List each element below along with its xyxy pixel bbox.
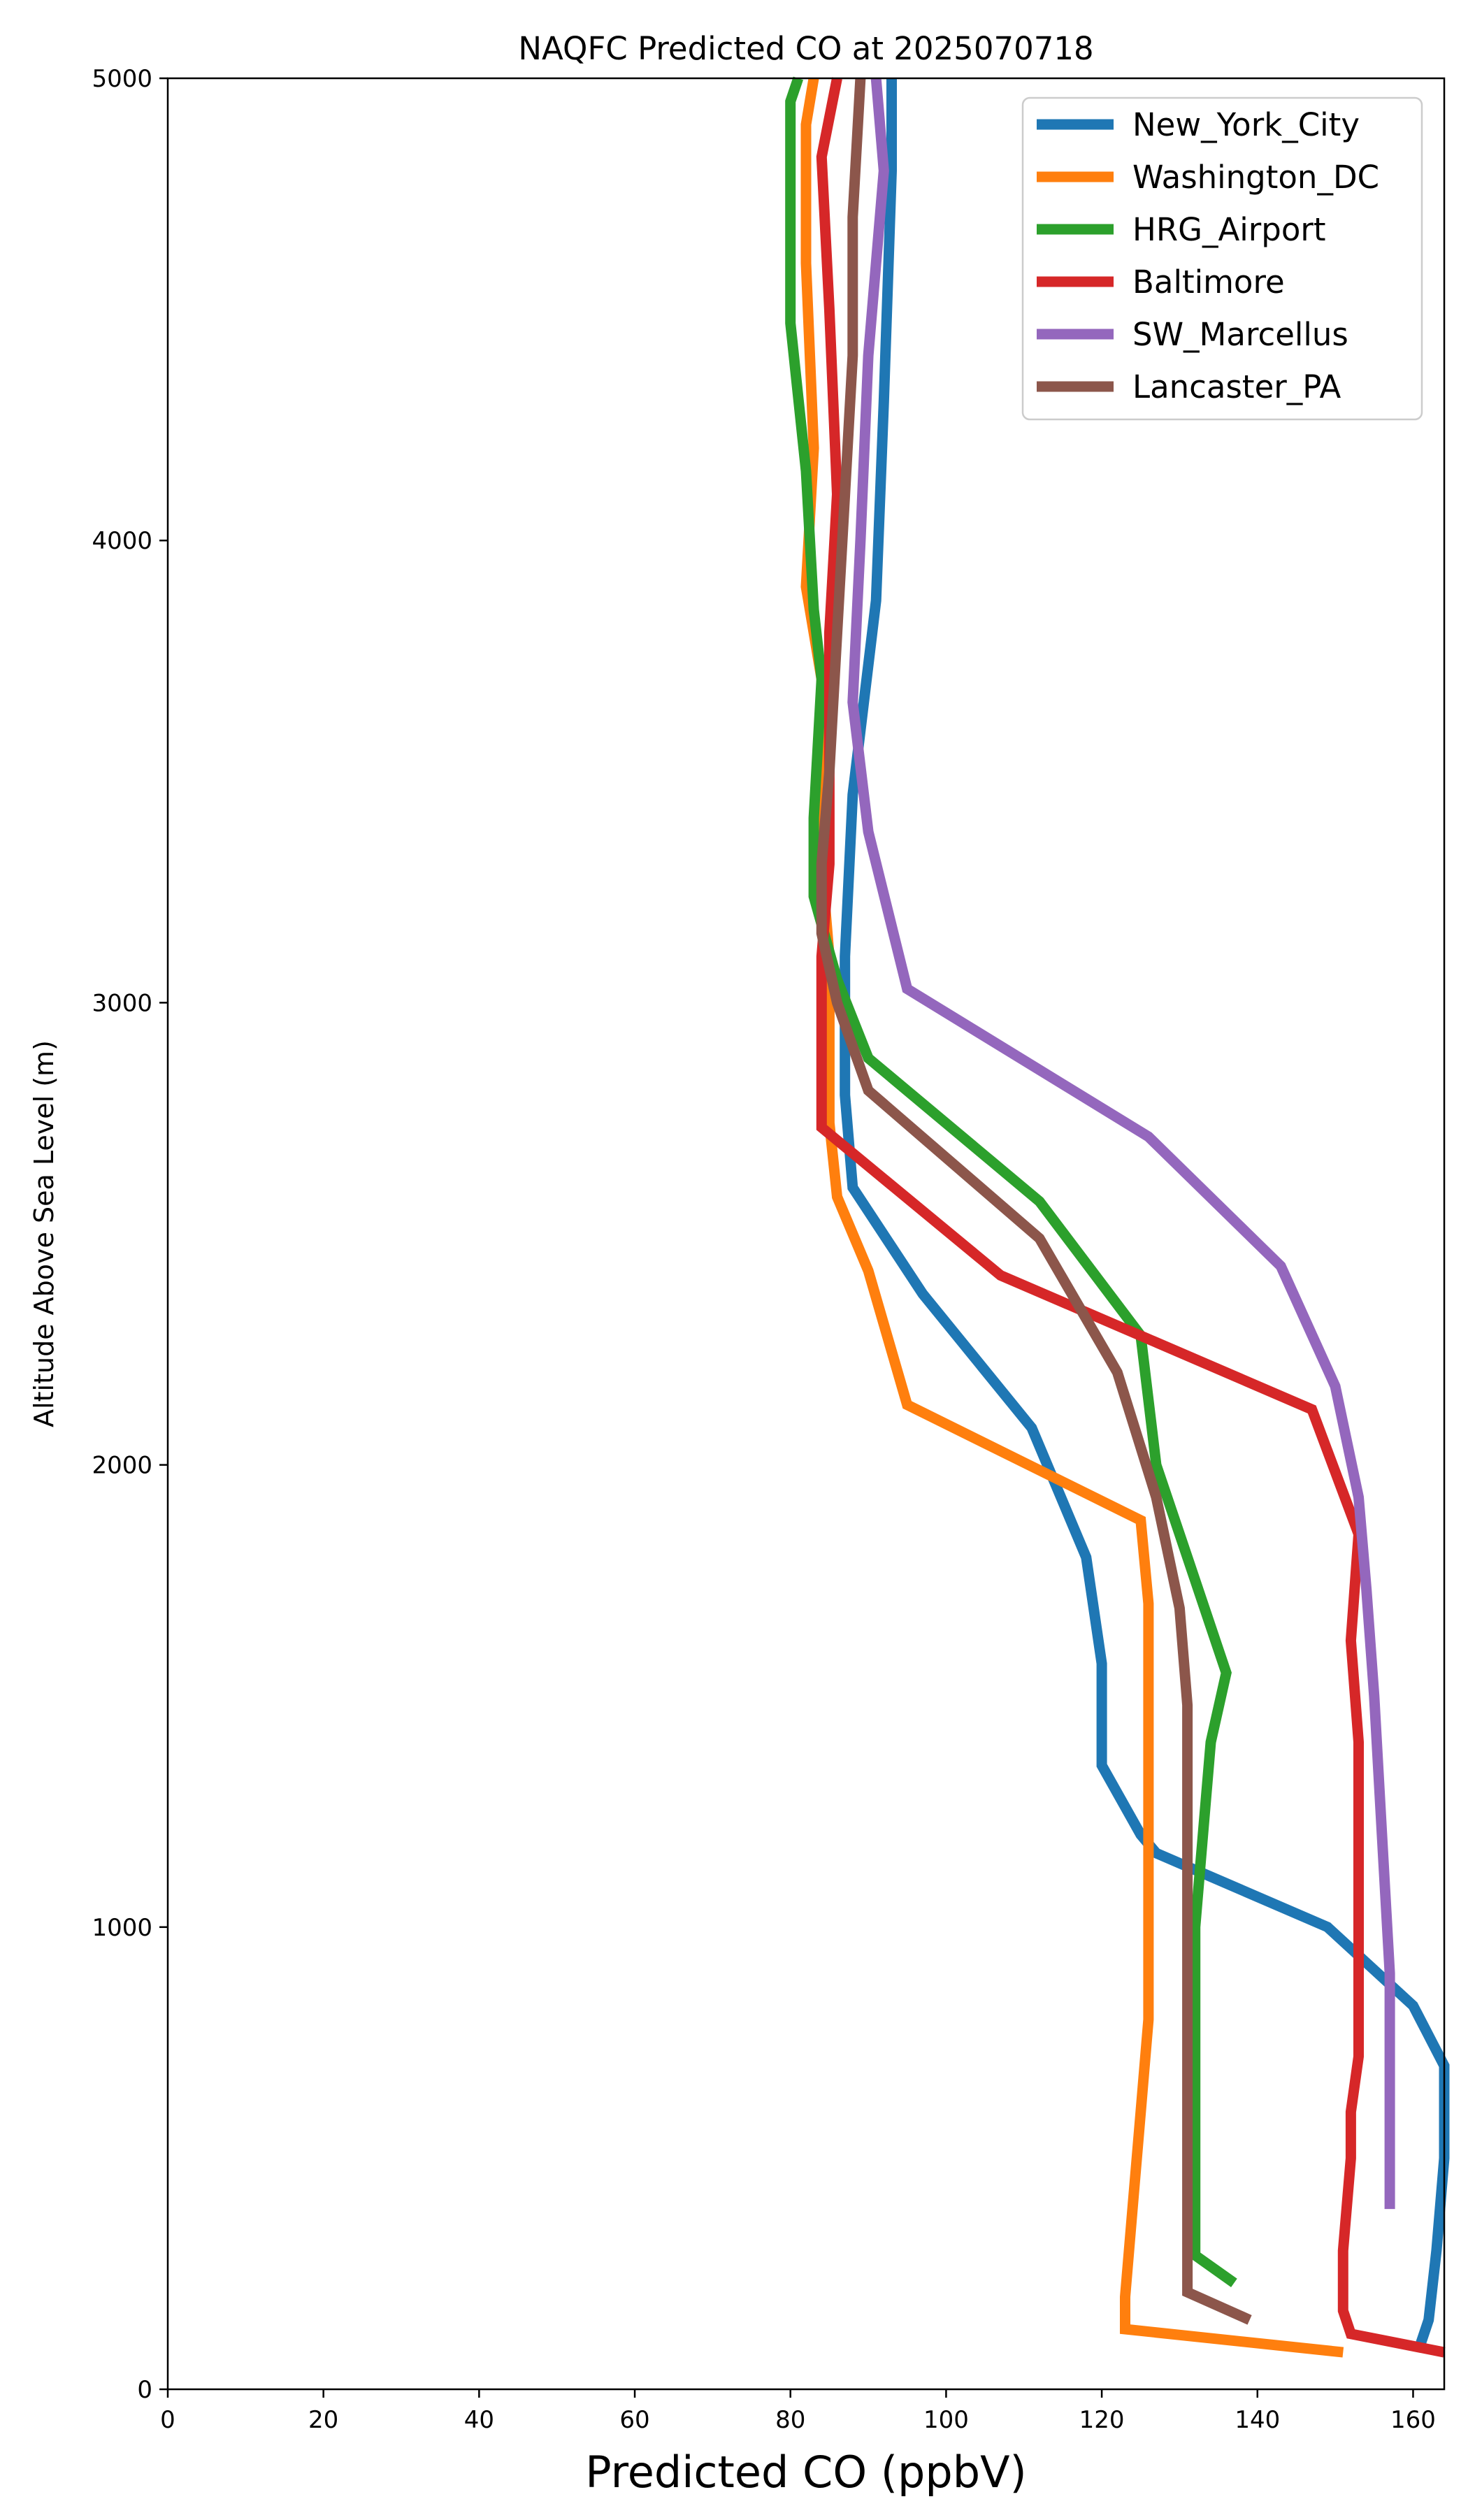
y-axis-ticks: 0 1000 2000 3000 4000 5000 — [92, 65, 168, 2404]
x-tick-label: 140 — [1235, 2406, 1280, 2434]
x-tick-label: 60 — [619, 2406, 649, 2434]
y-tick-label: 4000 — [92, 527, 152, 555]
y-tick-label: 5000 — [92, 65, 152, 93]
x-tick-label: 120 — [1079, 2406, 1125, 2434]
x-axis-label: Predicted CO (ppbV) — [585, 2447, 1026, 2498]
y-tick-label: 2000 — [92, 1452, 152, 1480]
legend-label: Lancaster_PA — [1132, 368, 1341, 405]
x-tick-label: 0 — [160, 2406, 175, 2434]
series-line-lancaster-pa — [816, 78, 1252, 2325]
legend-label: Washington_DC — [1132, 159, 1379, 196]
series-line-hrg-airport — [785, 76, 1237, 2288]
x-tick-label: 160 — [1390, 2406, 1436, 2434]
x-tick-label: 80 — [775, 2406, 805, 2434]
plot-frame — [166, 77, 1446, 2391]
y-axis-label: Altitude Above Sea Level (m) — [29, 1040, 59, 1427]
x-axis-ticks: 0 20 40 60 80 100 120 140 160 — [160, 2389, 1436, 2434]
x-tick-label: 40 — [464, 2406, 494, 2434]
legend-label: HRG_Airport — [1132, 211, 1326, 248]
y-tick-label: 0 — [137, 2376, 152, 2404]
legend-label: Baltimore — [1132, 264, 1285, 301]
legend-label: New_York_City — [1132, 106, 1360, 143]
series-line-sw-marcellus — [847, 78, 1395, 2210]
series-line-baltimore — [816, 77, 1446, 2358]
x-tick-label: 20 — [308, 2406, 338, 2434]
legend-box — [1021, 96, 1423, 421]
y-tick-label: 3000 — [92, 989, 152, 1017]
legend-label: SW_Marcellus — [1132, 316, 1348, 353]
chart-title: NAQFC Predicted CO at 2025070718 — [518, 30, 1093, 67]
legend: New_York_City Washington_DC HRG_Airport Bal… — [1021, 96, 1423, 421]
y-tick-label: 1000 — [92, 1914, 152, 1942]
x-tick-label: 100 — [923, 2406, 969, 2434]
